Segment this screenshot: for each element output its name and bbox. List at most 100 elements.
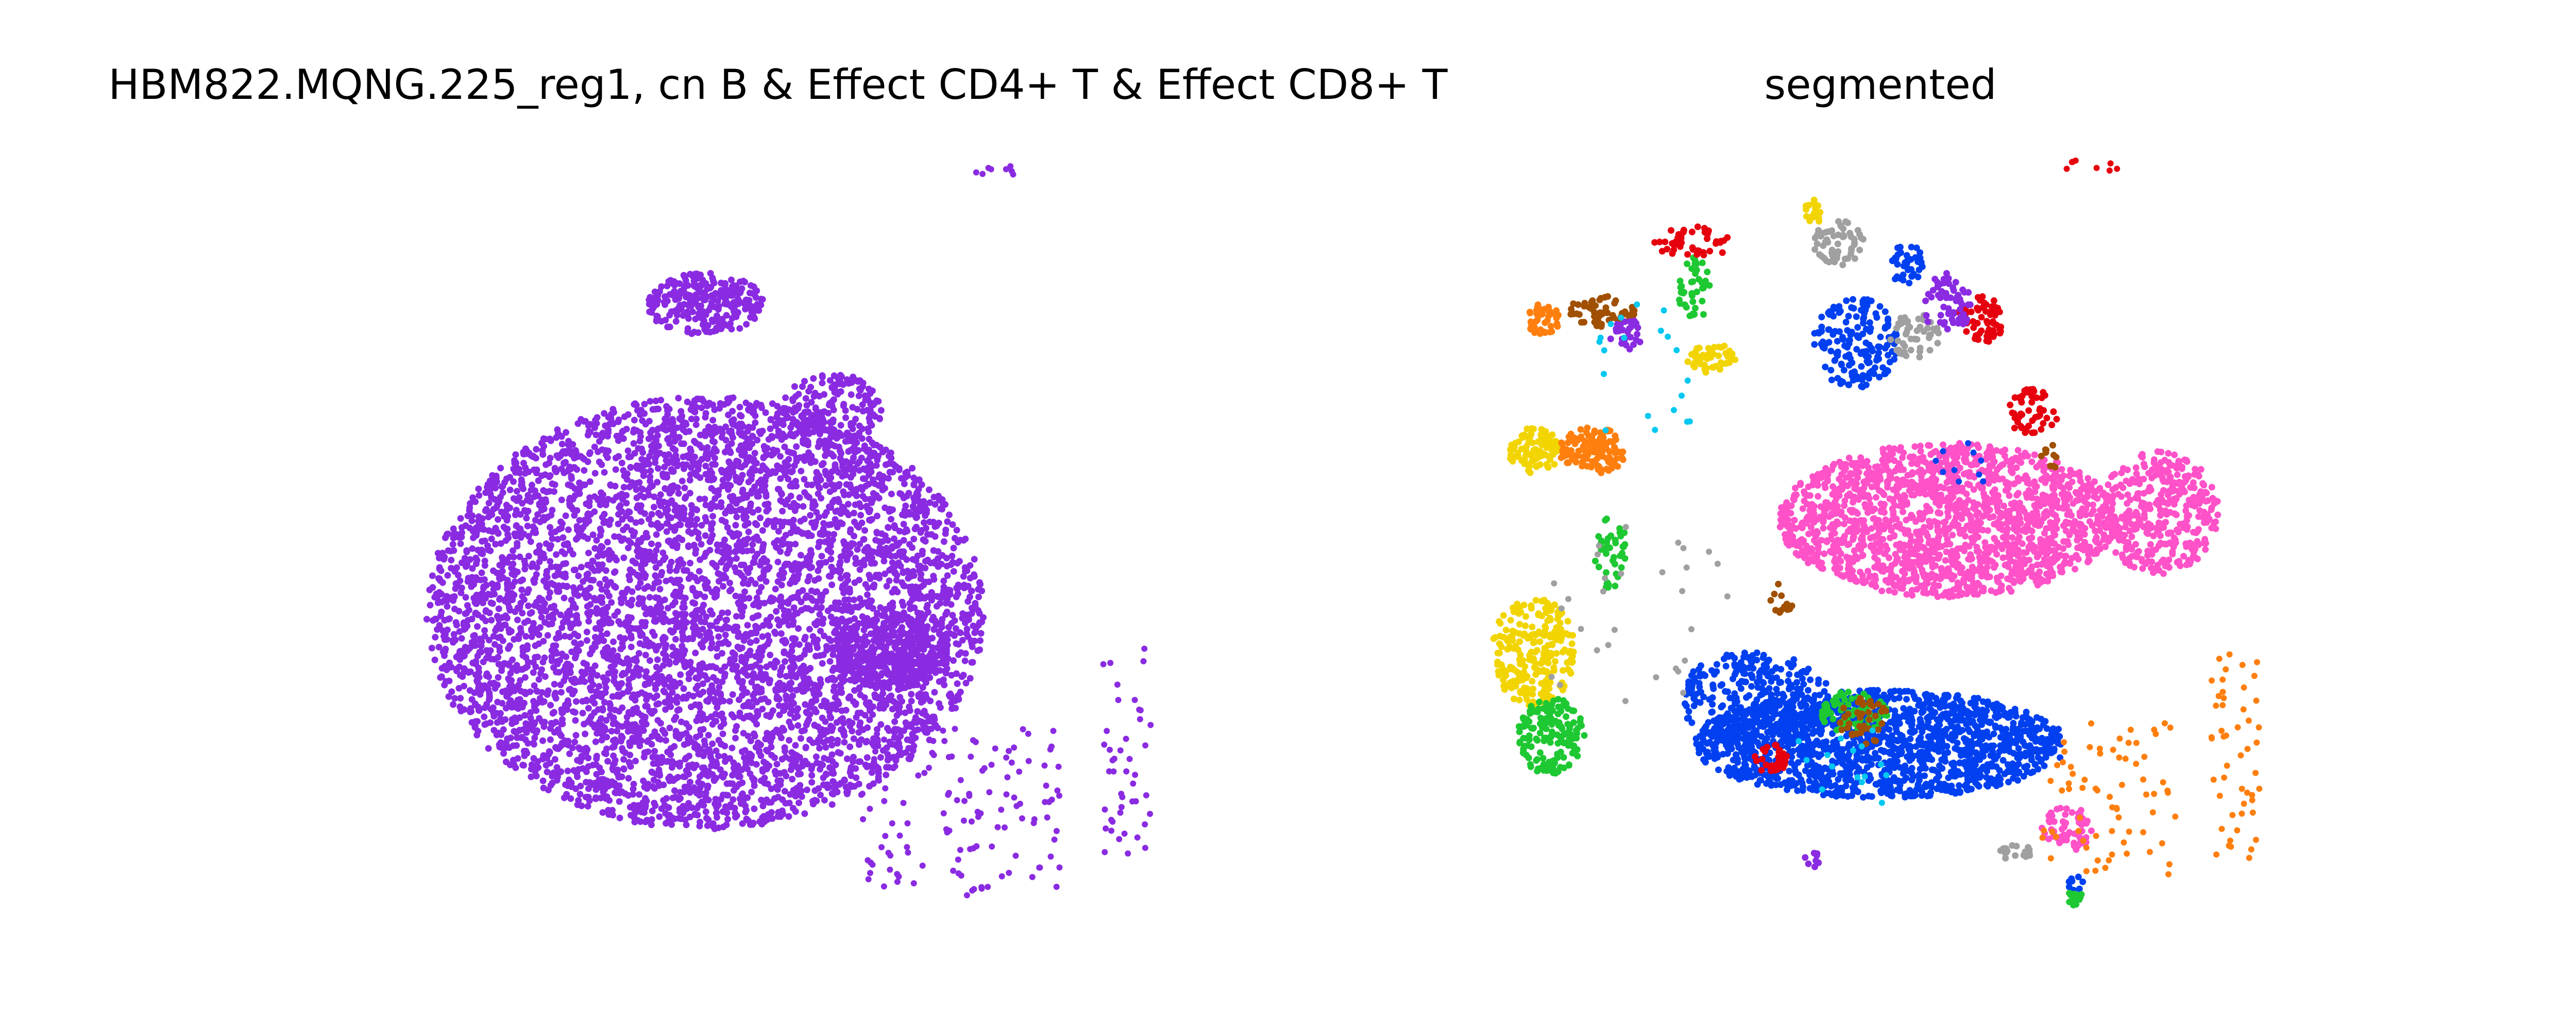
cell-point [642,680,649,688]
cell-point [698,541,705,548]
cell-point [437,612,444,619]
cell-point [620,526,627,534]
cell-point [954,680,961,687]
cell-point [594,414,601,421]
cell-point [532,517,539,524]
cell-point [603,777,611,784]
cell-point [470,534,477,541]
cell-point [776,711,783,718]
cell-point [922,578,929,586]
cell-point [787,685,794,693]
cell-point [781,607,788,614]
cell-point [619,704,626,711]
cell-point [643,534,651,541]
cell-point [820,520,827,527]
cell-point [883,744,890,751]
cell-point [708,589,716,596]
cell-point [609,647,617,654]
cell-point [789,776,796,783]
cell-point [891,563,898,571]
cell-point [691,811,699,818]
cell-point [867,575,874,582]
cell-point [686,635,693,642]
cell-point [533,772,540,780]
cell-point [711,495,719,502]
cell-point [785,622,792,629]
cell-point [902,502,909,509]
cell-point [779,618,787,625]
cell-point [657,512,664,519]
cell-point [971,573,978,580]
cell-point [660,688,667,695]
cell-point [782,658,788,665]
cell-point [636,791,643,798]
cell-point [728,744,736,751]
cell-point [490,727,498,734]
cell-point [828,468,836,475]
cell-point [719,650,725,657]
cell-point [641,510,648,517]
cell-point [834,524,841,530]
cell-series-0 [423,163,1154,899]
cell-point [752,467,759,474]
cell-point [750,692,757,699]
cell-point [486,690,493,697]
cell-point [564,767,571,775]
cell-point [713,563,720,571]
cell-point [976,646,984,654]
cell-point [675,611,682,618]
cell-point [749,821,756,828]
cell-point [844,572,851,579]
cell-point [572,732,580,739]
cell-point [792,636,799,643]
cell-point [767,425,774,432]
cell-point [695,713,702,720]
cell-point [815,575,822,582]
cell-point [873,492,880,499]
cell-point [665,775,672,782]
cell-point [543,514,550,522]
cell-point [964,598,972,605]
cell-point [691,600,699,607]
cell-point [565,481,572,488]
cell-point [573,507,581,514]
cell-point [623,470,631,477]
cell-point [654,451,661,457]
cell-point [636,479,643,486]
cell-point [806,552,814,559]
cell-point [704,782,711,789]
cell-point [530,620,537,627]
cell-point [796,782,804,789]
cell-point [628,634,635,642]
cell-point [800,503,807,510]
cell-point [673,760,681,767]
cell-point [930,576,938,583]
cell-point [945,590,952,597]
cell-point [610,638,617,645]
cell-point [779,541,786,548]
cell-point [757,514,764,521]
cell-point [728,659,735,666]
cell-point [537,608,545,615]
cell-point [697,632,703,639]
cell-point [516,604,523,611]
cell-point [913,524,920,530]
cell-point [546,749,553,756]
cell-point [690,541,698,548]
cell-point [835,599,842,606]
cell-point [472,498,479,505]
cell-point [854,604,861,611]
cell-point [804,481,811,488]
cell-point [722,631,729,639]
cell-point [755,588,762,595]
cell-point [766,637,773,644]
cell-point [600,519,607,526]
cell-point [607,706,614,713]
cell-point [774,578,782,585]
cell-point [848,484,854,491]
cell-point [577,758,584,765]
cell-point [892,756,900,763]
cell-point [450,535,457,542]
cell-point [632,400,639,407]
cell-point [633,730,640,737]
